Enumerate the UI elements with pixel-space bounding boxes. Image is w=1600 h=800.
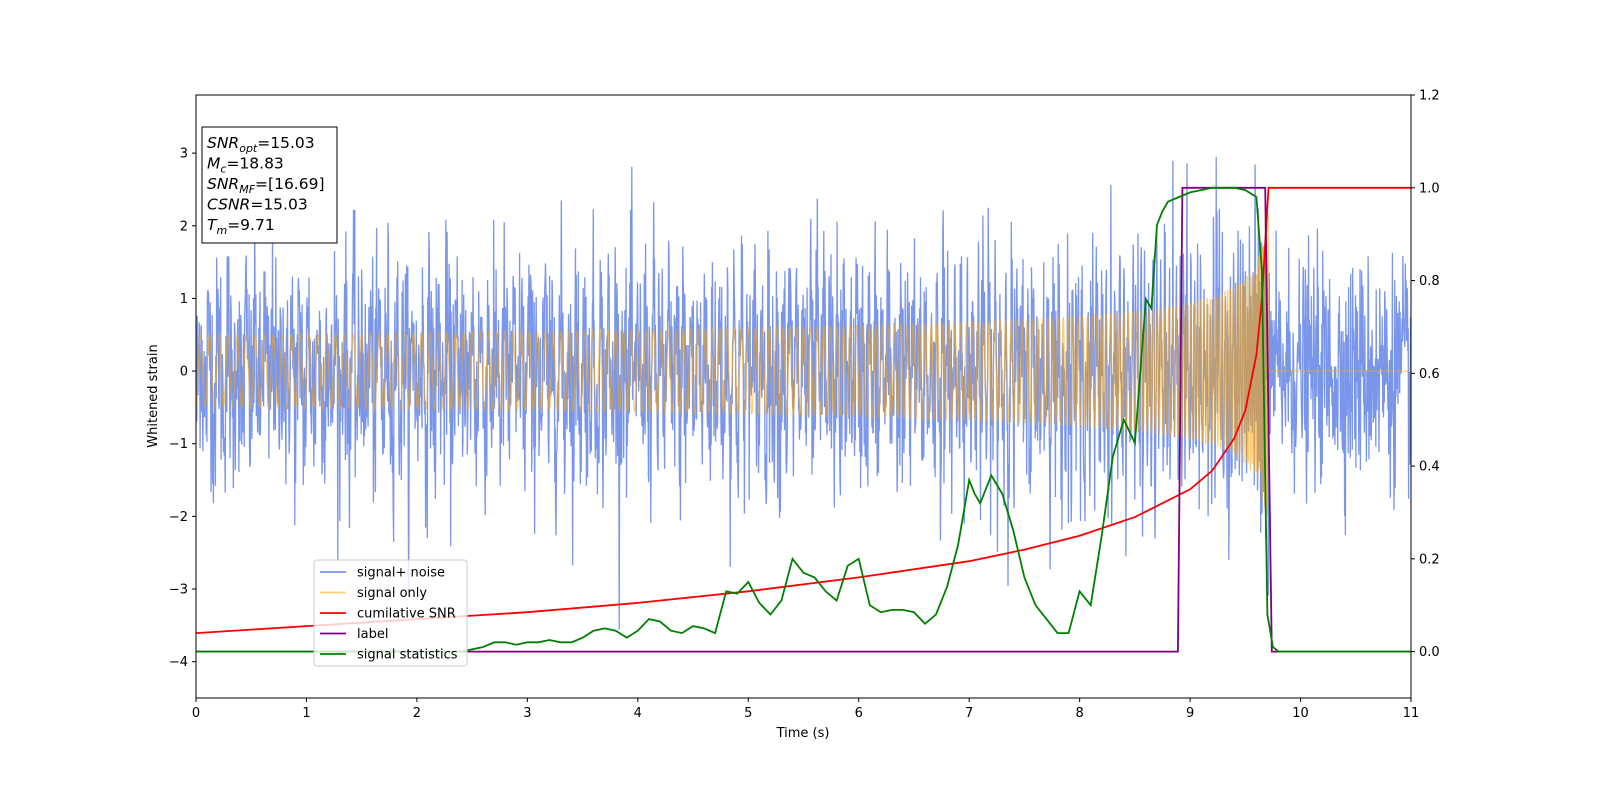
y-left-tick-label: 1 xyxy=(180,292,188,307)
x-tick-label: 8 xyxy=(1075,706,1083,721)
y-axis-label: Whitened strain xyxy=(146,344,161,447)
y-left-tick-label: 3 xyxy=(180,147,188,162)
annotation-line: Mc=18.83 xyxy=(207,155,284,176)
x-tick-label: 5 xyxy=(744,706,752,721)
annotation-line: Tm=9.71 xyxy=(207,216,275,237)
y-left-tick-label: 2 xyxy=(180,219,188,234)
x-tick-label: 10 xyxy=(1292,706,1309,721)
series-cumilative-snr xyxy=(196,186,1411,634)
legend-label: signal statistics xyxy=(357,648,458,663)
y-right-tick-label: 0.0 xyxy=(1419,645,1440,660)
annotation-subscript: c xyxy=(220,163,226,176)
y-left-tick-label: −1 xyxy=(169,437,188,452)
y-right-tick-label: 0.6 xyxy=(1419,367,1440,382)
y-right-tick-label: 0.2 xyxy=(1419,552,1440,567)
x-tick-label: 6 xyxy=(855,706,863,721)
annotation-symbol: T xyxy=(207,216,218,234)
annotation-line: SNRopt=15.03 xyxy=(207,134,315,155)
annotation-value: =15.03 xyxy=(250,196,307,214)
y-right-tick-label: 0.8 xyxy=(1419,274,1440,289)
x-tick-label: 3 xyxy=(523,706,531,721)
y-right-tick-label: 1.2 xyxy=(1419,89,1440,104)
x-tick-label: 0 xyxy=(192,706,200,721)
series-signal-only xyxy=(196,207,1411,516)
x-tick-label: 9 xyxy=(1186,706,1194,721)
y-left-tick-label: 0 xyxy=(180,365,188,380)
y-left-tick-label: −3 xyxy=(169,583,188,598)
legend-label: cumilative SNR xyxy=(357,607,456,622)
annotation-symbol: SNR xyxy=(207,175,239,193)
annotation-symbol: M xyxy=(207,155,220,173)
legend-frame xyxy=(313,559,468,667)
annotation-line: SNRMF=[16.69] xyxy=(207,175,325,196)
annotation-symbol: CSNR xyxy=(207,196,250,214)
series-signal-statistics xyxy=(196,186,1411,653)
x-tick-label: 2 xyxy=(413,706,421,721)
legend-label: signal+ noise xyxy=(357,566,445,581)
x-tick-label: 7 xyxy=(965,706,973,721)
annotation-subscript: m xyxy=(216,224,227,237)
series-layer xyxy=(196,156,1411,653)
y-right-tick-label: 0.4 xyxy=(1419,460,1440,475)
annotation-value: =18.83 xyxy=(226,155,283,173)
y-right-tick-label: 1.0 xyxy=(1419,181,1440,196)
x-tick-label: 1 xyxy=(302,706,310,721)
legend: signal+ noise signal only cumilative SNR la… xyxy=(313,559,468,667)
legend-label: signal only xyxy=(357,586,427,601)
annotation-subscript: MF xyxy=(239,183,255,196)
x-tick-label: 4 xyxy=(634,706,642,721)
axes-layer: 0 1 2 3 4 5 6 7 8 9 10 11 −4 −3 −2 −1 0 1 2 3 0.0 0.2 0.4 0.6 0.… xyxy=(169,89,1440,722)
annotation-value: =15.03 xyxy=(257,134,314,152)
annotation-frame xyxy=(201,126,338,244)
y-left-tick-label: −4 xyxy=(169,655,188,670)
annotation-symbol: SNR xyxy=(207,134,239,152)
annotation-subscript: opt xyxy=(239,142,258,155)
x-tick-label: 11 xyxy=(1403,706,1420,721)
x-axis-label: Time (s) xyxy=(776,726,830,741)
annotation-value: =[16.69] xyxy=(255,175,324,193)
legend-label: label xyxy=(357,627,388,642)
plot-frame xyxy=(195,94,1412,699)
y-left-tick-label: −2 xyxy=(169,510,188,525)
annotation-box: SNRopt=15.03Mc=18.83SNRMF=[16.69]CSNR=15… xyxy=(201,126,338,244)
annotation-line: CSNR=15.03 xyxy=(207,196,308,214)
annotation-value: =9.71 xyxy=(227,216,275,234)
